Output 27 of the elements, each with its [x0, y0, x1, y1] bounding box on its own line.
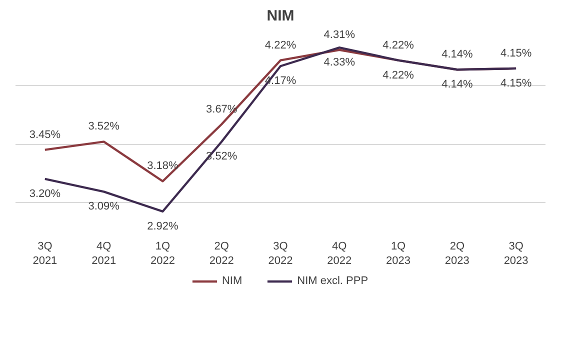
x-tick-label: 4Q 2022 [327, 240, 352, 267]
data-label: 3.45% [29, 128, 61, 141]
legend-label: NIM excl. PPP [297, 275, 368, 287]
data-label: 3.52% [88, 120, 120, 133]
data-label: 4.15% [500, 77, 532, 90]
data-label: 4.22% [382, 69, 414, 82]
data-label: 2.92% [147, 220, 179, 232]
data-label: 4.33% [324, 56, 356, 69]
x-tick-label: 3Q 2022 [268, 240, 293, 267]
x-tick-label: 2Q 2022 [209, 240, 234, 267]
x-tick-label: 2Q 2023 [444, 240, 470, 267]
data-label: 3.09% [88, 200, 120, 213]
data-label: 4.15% [500, 47, 532, 60]
data-label: 3.18% [147, 160, 179, 172]
x-tick-label: 3Q 2021 [32, 240, 58, 267]
data-label: 4.14% [442, 48, 473, 61]
data-label: 4.14% [442, 78, 473, 91]
legend-label: NIM [222, 275, 242, 287]
data-label: 3.20% [29, 188, 61, 200]
chart-title: NIM [266, 8, 294, 24]
data-label: 4.31% [324, 28, 356, 41]
data-label: 4.22% [382, 39, 414, 52]
x-tick-label: 1Q 2023 [386, 240, 411, 267]
data-label: 4.22% [264, 39, 296, 52]
x-tick-label: 4Q 2021 [92, 240, 116, 267]
x-tick-label: 1Q 2022 [150, 240, 175, 267]
x-tick-label: 3Q 2023 [504, 240, 528, 267]
